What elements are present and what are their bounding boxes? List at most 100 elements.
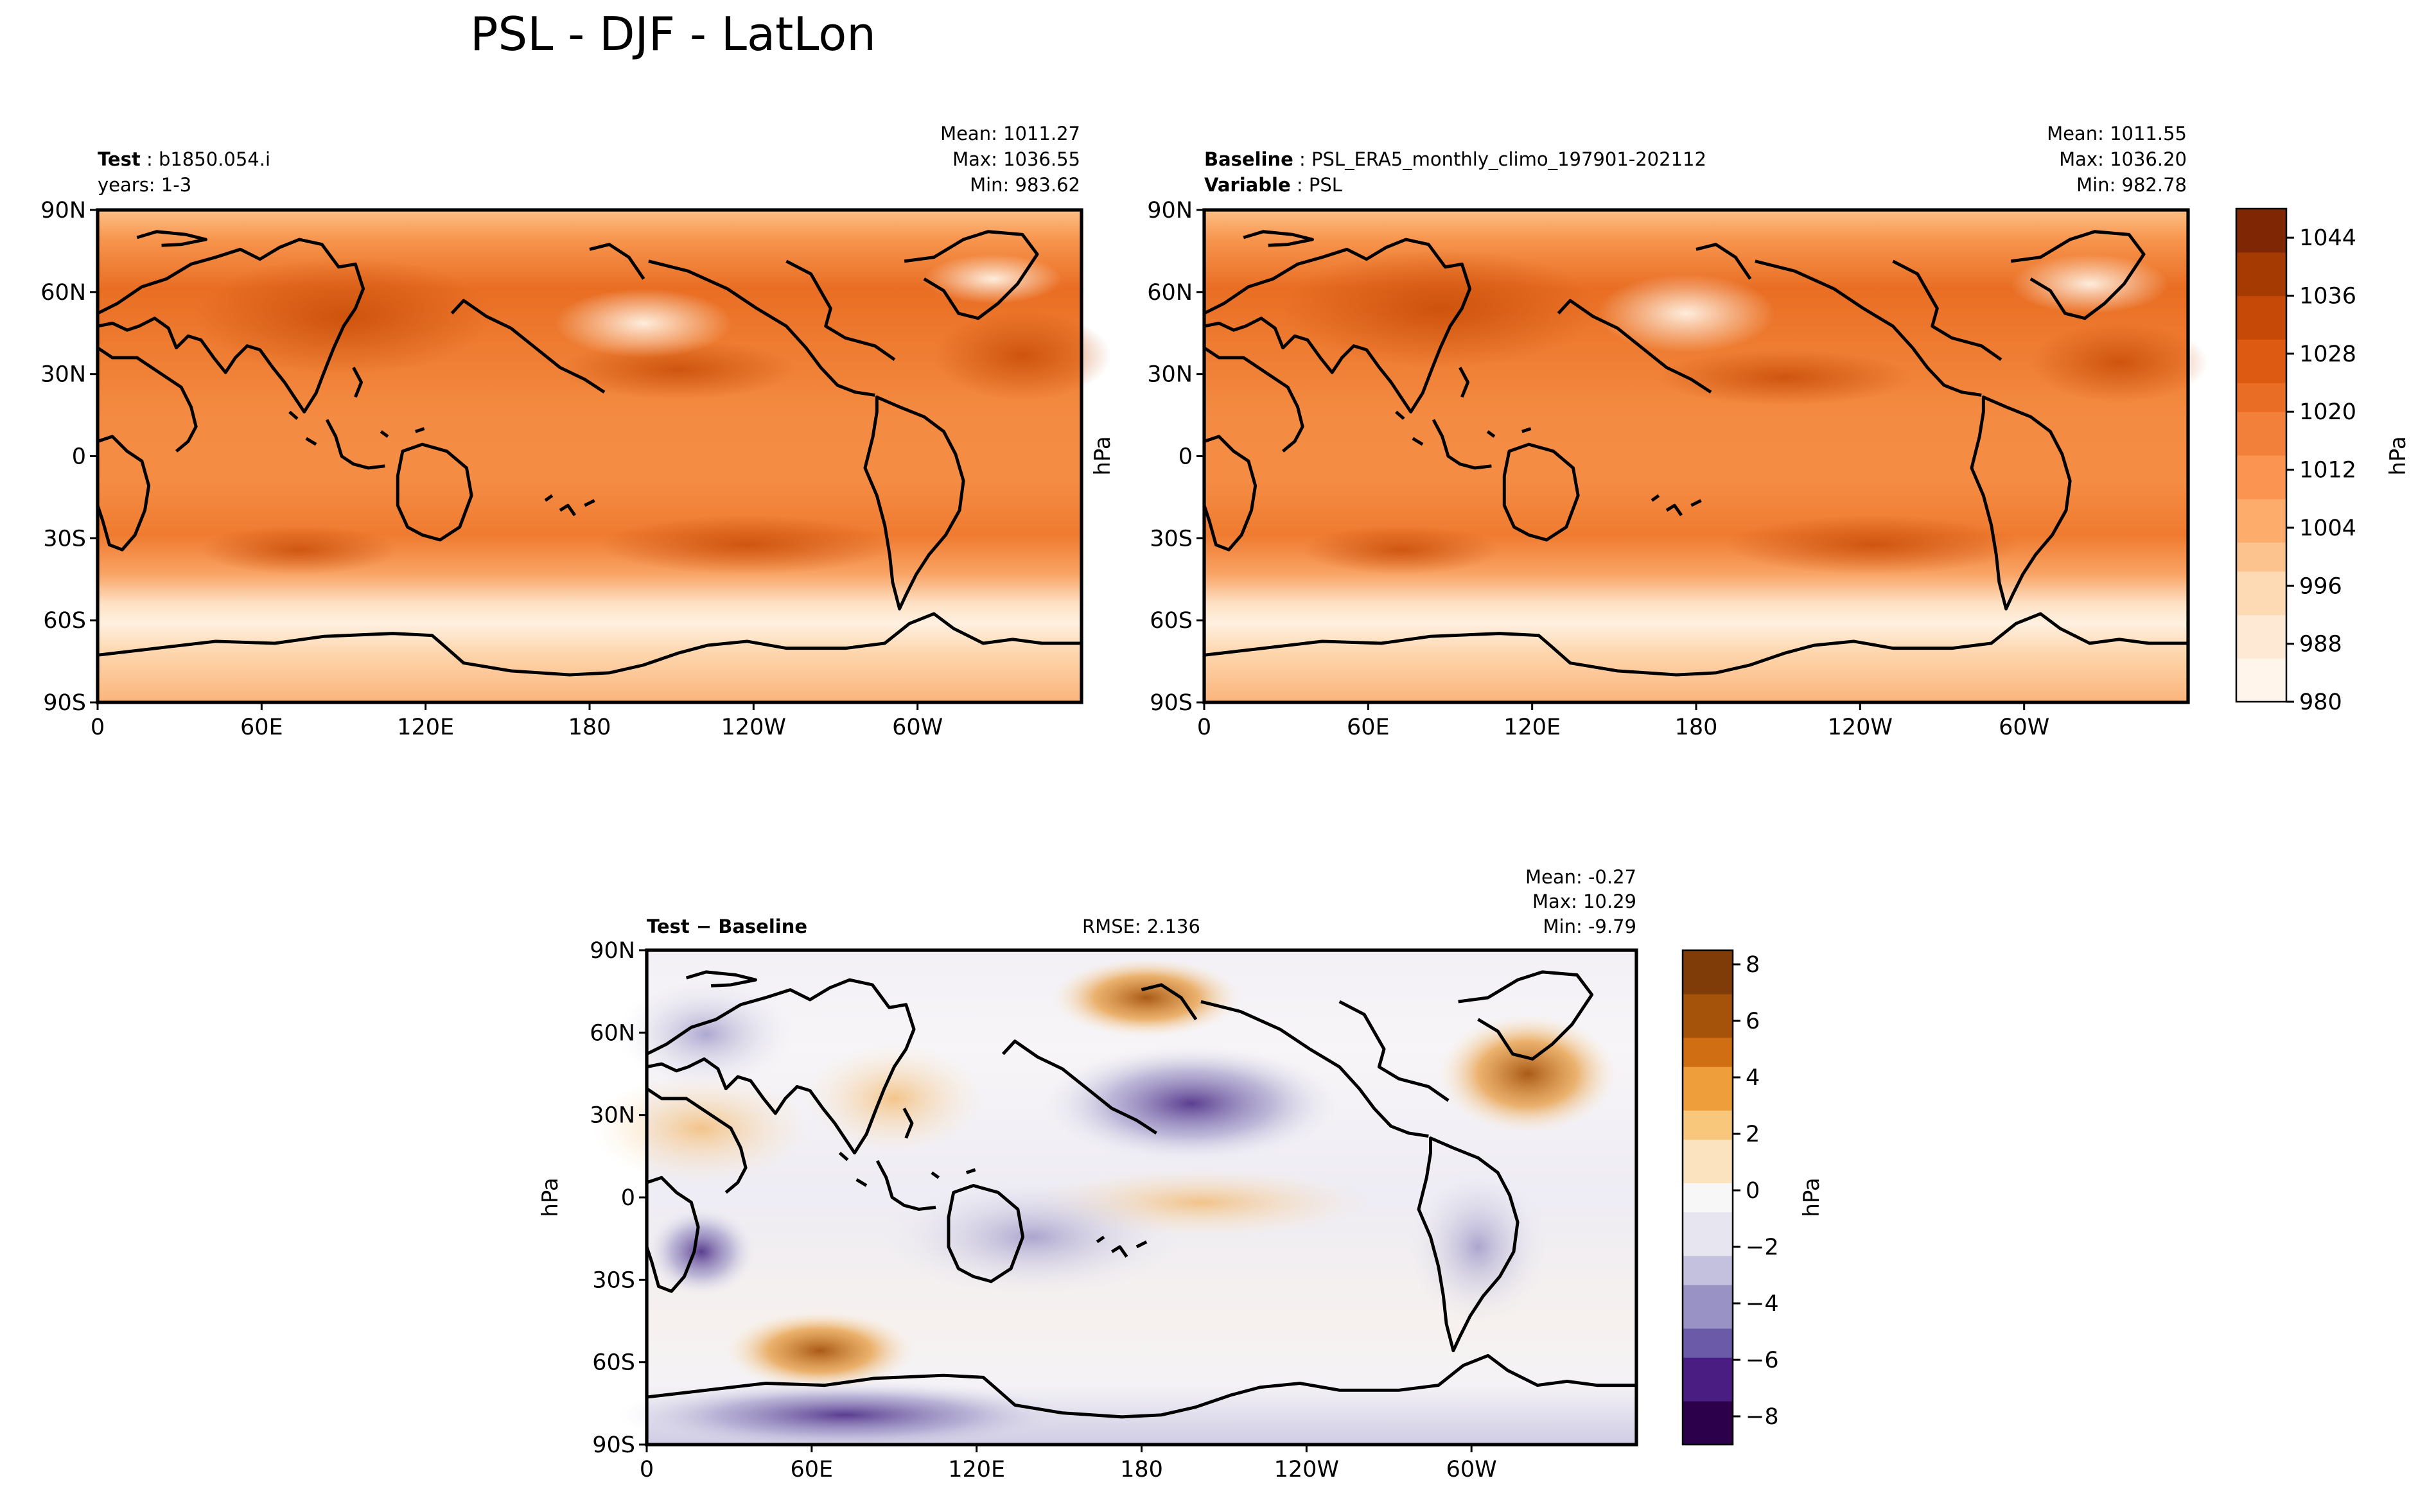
x-tick-label: 180	[1675, 715, 1718, 740]
baseline-variable-value: PSL	[1309, 174, 1342, 196]
colorbar-tick-label: 8	[1746, 952, 1760, 978]
colorbar-level	[2236, 542, 2286, 557]
baseline-y-label: hPa	[1090, 436, 1116, 475]
x-tick-label: 120W	[1828, 715, 1893, 740]
colorbar-level	[2236, 223, 2286, 238]
diff-low-australia	[884, 1177, 1182, 1296]
colorbar-tick-label: 4	[1746, 1065, 1760, 1091]
colorbar-level	[1683, 1023, 1733, 1038]
y-tick-label: 30S	[592, 1267, 635, 1293]
colorbar-tick-label: −8	[1746, 1404, 1779, 1430]
test-high-sind	[200, 525, 398, 575]
baseline-x-axis: 0 60E 120E 180 120W 60W	[1197, 702, 2049, 740]
colorbar-level	[1683, 1183, 1733, 1198]
colorbar-tick-label: 1036	[2299, 284, 2356, 309]
colorbar-level	[1683, 993, 1733, 1009]
x-tick-label: 60W	[1446, 1457, 1497, 1482]
y-tick-label: 60S	[592, 1350, 635, 1376]
colorbar-level	[2236, 266, 2286, 282]
diff-rmse: RMSE: 2.136	[1082, 916, 1200, 937]
colorbar-level	[2236, 383, 2286, 398]
diff-map	[592, 948, 1638, 1450]
colorbar-level	[2236, 571, 2286, 586]
test-high-siberia	[196, 257, 491, 376]
diff-colorbar-frame	[1681, 949, 1734, 1446]
colorbar-level	[1683, 1066, 1733, 1082]
colorbar-tick-label: −2	[1746, 1235, 1779, 1260]
psl-colorbar-ticks: 1044 1036 1028 1020 1012 1004 996 988 980	[2286, 225, 2356, 715]
diff-x-axis: 0 60E 120E 180 120W 60W	[640, 1445, 1497, 1482]
colorbar-level	[1683, 1197, 1733, 1213]
colorbar-level	[2236, 252, 2286, 267]
panel-baseline-header: Baseline : PSL_ERA5_monthly_climo_197901…	[1204, 123, 2187, 196]
x-tick-label: 120E	[948, 1457, 1005, 1482]
colorbar-level	[1683, 1240, 1733, 1256]
y-tick-label: 30S	[43, 526, 86, 552]
y-tick-label: 60S	[1150, 608, 1193, 634]
colorbar-level	[1683, 1081, 1733, 1097]
colorbar-level	[1683, 979, 1733, 995]
colorbar-level	[2236, 368, 2286, 383]
figure-title: PSL - DJF - LatLon	[470, 7, 876, 61]
test-label-key: Test	[98, 148, 141, 170]
colorbar-level	[2236, 324, 2286, 340]
colorbar-level	[1683, 1212, 1733, 1227]
y-tick-label: 60N	[40, 280, 86, 306]
colorbar-level	[2236, 557, 2286, 572]
diff-low-antarctica	[617, 1380, 1073, 1450]
colorbar-tick-label: 2	[1746, 1122, 1760, 1147]
colorbar-level	[1683, 950, 1733, 966]
panel-test: Test : b1850.054.i years: 1-3 Mean: 1011…	[40, 123, 1111, 740]
x-tick-label: 0	[91, 715, 105, 740]
colorbar-level	[1683, 1314, 1733, 1329]
colorbar-level	[1683, 1430, 1733, 1445]
x-tick-label: 120W	[721, 715, 786, 740]
diff-high-sind	[726, 1311, 915, 1391]
colorbar-level	[2236, 643, 2286, 659]
x-tick-label: 60E	[791, 1457, 834, 1482]
colorbar-level	[1683, 1415, 1733, 1430]
x-tick-label: 0	[640, 1457, 654, 1482]
colorbar-level	[2236, 339, 2286, 354]
y-tick-label: 60S	[43, 608, 86, 634]
colorbar-level	[2236, 455, 2286, 471]
colorbar-level	[2236, 353, 2286, 369]
diff-colorbar: 8 6 4 2 0 −2 −4 −6 −8 hPa	[1681, 949, 1825, 1446]
diff-y-label: hPa	[538, 1177, 563, 1217]
colorbar-level	[2236, 527, 2286, 543]
baseline-stat-min: Min: 982.78	[2076, 174, 2187, 196]
panel-test-header: Test : b1850.054.i years: 1-3 Mean: 1011…	[98, 123, 1080, 196]
baseline-stat-max: Max: 1036.20	[2059, 148, 2187, 170]
baseline-high-natl	[2030, 323, 2208, 403]
diff-stat-max: Max: 10.29	[1532, 891, 1636, 912]
colorbar-level	[2236, 629, 2286, 645]
panel-baseline: Baseline : PSL_ERA5_monthly_climo_197901…	[1090, 123, 2208, 740]
colorbar-tick-label: 1020	[2299, 399, 2356, 425]
x-tick-label: 180	[1120, 1457, 1163, 1482]
colorbar-level	[1683, 1371, 1733, 1387]
colorbar-level	[2236, 310, 2286, 326]
x-tick-label: 60W	[1999, 715, 2049, 740]
y-tick-label: 60N	[590, 1020, 635, 1046]
y-tick-label: 30S	[1150, 526, 1193, 552]
diff-high-alaska	[1052, 958, 1241, 1038]
baseline-low-icelandic	[2011, 254, 2169, 314]
test-label-case: b1850.054.i	[159, 148, 270, 170]
psl-colorbar-blocks	[2236, 209, 2286, 702]
colorbar-level	[1683, 1284, 1733, 1300]
x-tick-label: 60E	[1347, 715, 1390, 740]
test-low-icelandic	[924, 254, 1062, 304]
test-map	[96, 208, 1111, 704]
colorbar-level	[1683, 1386, 1733, 1402]
baseline-high-sind	[1302, 525, 1500, 575]
y-tick-label: 0	[72, 444, 86, 470]
diff-low-npac	[1042, 1044, 1340, 1163]
baseline-stat-mean: Mean: 1011.55	[2047, 123, 2187, 144]
colorbar-level	[2236, 238, 2286, 253]
colorbar-tick-label: 996	[2299, 573, 2342, 599]
colorbar-tick-label: 6	[1746, 1009, 1760, 1034]
x-tick-label: 60W	[892, 715, 943, 740]
test-stat-mean: Mean: 1011.27	[940, 123, 1080, 144]
x-tick-label: 120W	[1274, 1457, 1339, 1482]
